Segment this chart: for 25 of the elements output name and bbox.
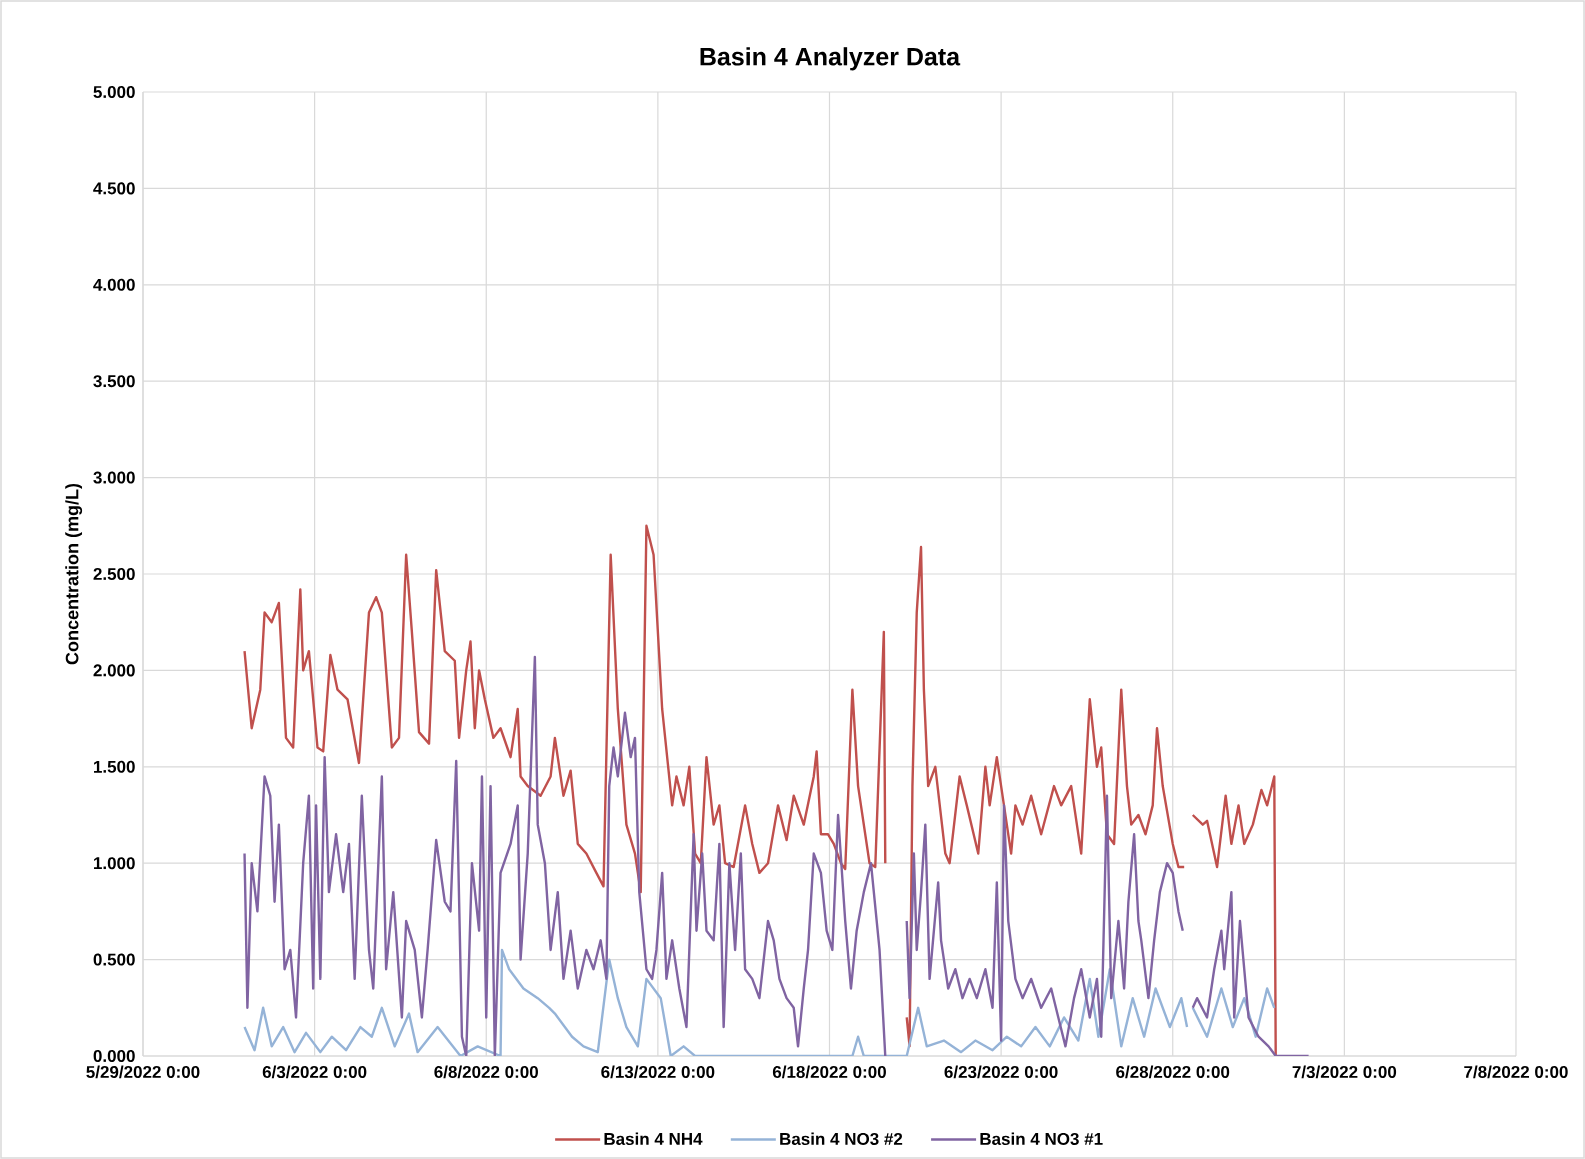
x-tick-label: 6/3/2022 0:00 [262, 1065, 367, 1079]
y-tick-label: 2.000 [93, 664, 135, 677]
y-tick-label: 4.500 [93, 182, 135, 195]
y-tick-label: 3.000 [93, 471, 135, 484]
x-tick-label: 6/23/2022 0:00 [944, 1065, 1058, 1079]
x-tick-label: 6/18/2022 0:00 [772, 1065, 886, 1079]
x-tick-label: 6/13/2022 0:00 [601, 1065, 715, 1079]
y-tick-label: 1.500 [94, 760, 135, 773]
y-tick-label: 2.500 [93, 567, 135, 581]
y-tick-label: 0.500 [93, 953, 135, 966]
x-tick-label: 7/8/2022 0:00 [1464, 1065, 1568, 1079]
x-tick-label: 6/28/2022 0:00 [1116, 1065, 1230, 1079]
y-tick-label: 0.000 [93, 1049, 135, 1063]
x-tick-label: 6/8/2022 0:00 [434, 1065, 538, 1079]
legend-label: Basin 4 NH4 [604, 1132, 703, 1145]
chart-title: Basin 4 Analyzer Data [700, 47, 961, 71]
y-tick-label: 1.000 [94, 857, 135, 870]
legend-label: Basin 4 NO3 #1 [980, 1132, 1103, 1145]
y-tick-label: 4.000 [93, 278, 135, 291]
x-tick-label: 5/29/2022 0:00 [86, 1065, 200, 1079]
x-tick-label: 7/3/2022 0:00 [1292, 1065, 1397, 1079]
legend-label: Basin 4 NO3 #2 [780, 1132, 903, 1145]
y-tick-label: 5.000 [93, 85, 135, 99]
y-tick-label: 3.500 [93, 375, 135, 388]
y-axis-title: Concentration (mg/L) [65, 483, 83, 665]
